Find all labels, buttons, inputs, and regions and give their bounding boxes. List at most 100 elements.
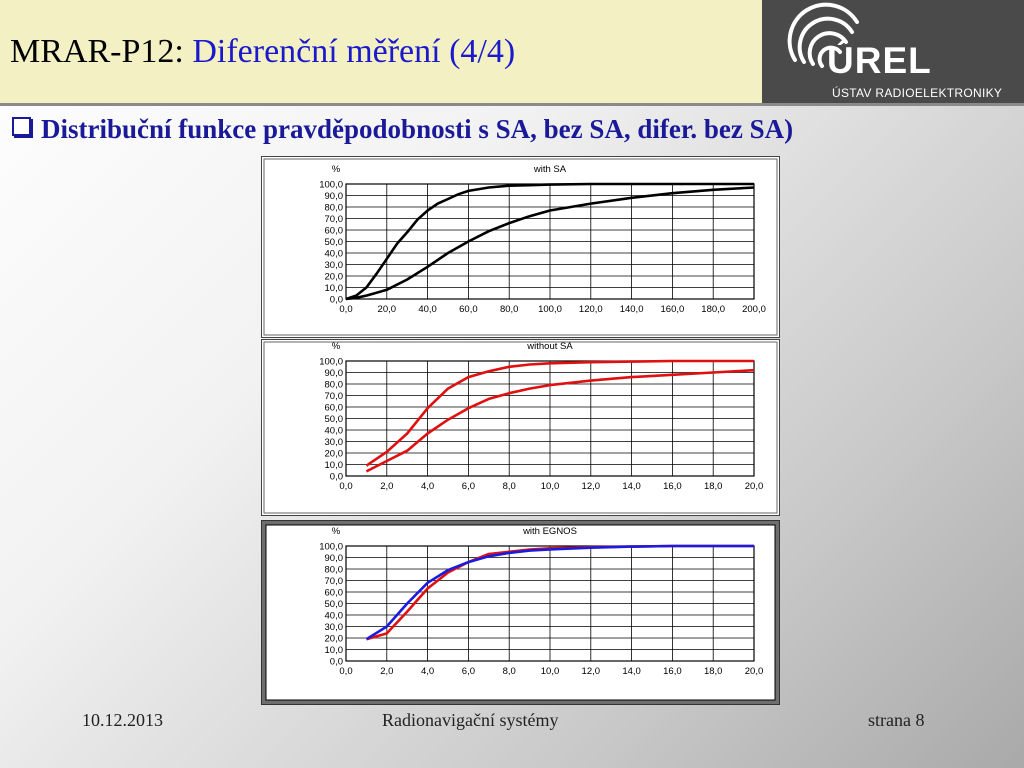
- logo-subtitle: ÚSTAV RADIOELEKTRONIKY: [832, 86, 1003, 100]
- y-tick-label: 0,0: [330, 295, 343, 306]
- chart-panel-3: 0,010,020,030,040,050,060,070,080,090,01…: [261, 520, 780, 705]
- y-tick-label: 90,0: [325, 368, 344, 379]
- x-tick-label: 8,0: [503, 666, 516, 677]
- x-tick-label: 12,0: [582, 481, 601, 492]
- bullet-point: Distribuční funkce pravděpodobnosti s SA…: [12, 114, 793, 145]
- x-tick-label: 6,0: [462, 481, 475, 492]
- plot-area: [345, 545, 755, 662]
- y-tick-label: 10,0: [325, 645, 344, 656]
- x-tick-label: 20,0: [745, 666, 764, 677]
- y-tick-label: 20,0: [325, 449, 344, 460]
- y-tick-label: 40,0: [325, 611, 344, 622]
- x-tick-label: 100,0: [538, 304, 562, 315]
- y-axis-label: %: [332, 526, 341, 537]
- y-axis-label: %: [332, 341, 341, 352]
- checkbox-bullet-icon: [12, 117, 31, 136]
- title-divider: [0, 103, 1024, 106]
- y-tick-label: 30,0: [325, 622, 344, 633]
- x-tick-label: 16,0: [663, 481, 682, 492]
- x-tick-label: 0,0: [339, 666, 352, 677]
- y-axis-label: %: [332, 164, 341, 175]
- x-tick-label: 40,0: [418, 304, 437, 315]
- x-tick-label: 0,0: [339, 481, 352, 492]
- title-bar: MRAR-P12: Diferenční měření (4/4): [0, 0, 762, 103]
- y-tick-label: 40,0: [325, 426, 344, 437]
- y-tick-label: 50,0: [325, 599, 344, 610]
- y-tick-label: 40,0: [325, 249, 344, 260]
- x-tick-label: 16,0: [663, 666, 682, 677]
- chart-frame: [261, 339, 780, 516]
- chart-panel-1: 0,010,020,030,040,050,060,070,080,090,01…: [261, 156, 780, 338]
- chart-title: with EGNOS: [522, 526, 577, 537]
- y-tick-label: 20,0: [325, 272, 344, 283]
- y-tick-label: 0,0: [330, 657, 343, 668]
- series-line-1: [365, 359, 754, 467]
- title-prefix: MRAR-P12:: [10, 33, 193, 70]
- chart-title: with SA: [533, 164, 567, 175]
- y-tick-label: 30,0: [325, 437, 344, 448]
- y-tick-label: 100,0: [319, 180, 343, 191]
- title-main: Diferenční měření (4/4): [192, 33, 516, 70]
- x-tick-label: 8,0: [503, 481, 516, 492]
- chart-background: [265, 524, 776, 701]
- series-line-2: [345, 186, 755, 301]
- series-line-2: [365, 368, 755, 473]
- x-tick-label: 80,0: [500, 304, 518, 315]
- y-tick-label: 10,0: [325, 460, 344, 471]
- y-tick-label: 90,0: [325, 191, 344, 202]
- x-tick-label: 2,0: [380, 481, 393, 492]
- y-tick-label: 70,0: [325, 391, 344, 402]
- chart-inner-border: [263, 341, 778, 514]
- x-tick-label: 4,0: [421, 481, 434, 492]
- series-line-1: [345, 182, 754, 301]
- x-tick-label: 10,0: [541, 481, 560, 492]
- y-tick-label: 50,0: [325, 414, 344, 425]
- x-tick-label: 140,0: [620, 304, 644, 315]
- radio-waves-icon: [787, 2, 859, 68]
- urel-logo: [762, 0, 1024, 103]
- x-tick-label: 200,0: [742, 304, 766, 315]
- x-tick-label: 2,0: [380, 666, 393, 677]
- y-tick-label: 90,0: [325, 553, 344, 564]
- x-tick-label: 10,0: [541, 666, 560, 677]
- y-tick-label: 80,0: [325, 380, 344, 391]
- x-tick-label: 18,0: [704, 481, 723, 492]
- x-tick-label: 0,0: [339, 304, 352, 315]
- footer-course: Radionavigační systémy: [382, 710, 559, 730]
- x-tick-label: 4,0: [421, 666, 434, 677]
- y-tick-label: 0,0: [330, 472, 343, 483]
- y-tick-label: 50,0: [325, 237, 344, 248]
- charts-svg: 0,010,020,030,040,050,060,070,080,090,01…: [261, 156, 780, 705]
- y-tick-label: 100,0: [319, 357, 343, 368]
- x-tick-label: 20,0: [745, 481, 764, 492]
- x-tick-label: 14,0: [622, 481, 641, 492]
- chart-panel-2: 0,010,020,030,040,050,060,070,080,090,01…: [261, 339, 780, 516]
- plot-area: [345, 360, 755, 477]
- y-tick-label: 10,0: [325, 283, 344, 294]
- y-tick-label: 60,0: [325, 588, 344, 599]
- x-tick-label: 18,0: [704, 666, 723, 677]
- y-tick-label: 60,0: [325, 226, 344, 237]
- x-tick-label: 6,0: [462, 666, 475, 677]
- x-tick-label: 160,0: [661, 304, 685, 315]
- y-tick-label: 70,0: [325, 576, 344, 587]
- x-tick-label: 20,0: [378, 304, 397, 315]
- chart-title: without SA: [526, 341, 573, 352]
- y-tick-label: 80,0: [325, 203, 344, 214]
- y-tick-label: 30,0: [325, 260, 344, 271]
- y-tick-label: 70,0: [325, 214, 344, 225]
- logo-name: ÚREL: [827, 40, 932, 81]
- charts-panel: 0,0 10,0 20,0 30,0 40,0 50,0 60,0 70,0 80,0 90,0 1…: [261, 156, 780, 705]
- y-tick-label: 60,0: [325, 403, 344, 414]
- bullet-text: Distribuční funkce pravděpodobnosti s SA…: [41, 114, 794, 144]
- y-tick-label: 80,0: [325, 565, 344, 576]
- footer-date: 10.12.2013: [82, 710, 163, 730]
- y-tick-label: 20,0: [325, 634, 344, 645]
- footer-page-number: strana 8: [868, 710, 925, 730]
- series-line-2: [365, 544, 754, 641]
- x-tick-label: 180,0: [701, 304, 725, 315]
- y-tick-label: 100,0: [319, 542, 343, 553]
- x-tick-label: 12,0: [582, 666, 601, 677]
- x-tick-label: 120,0: [579, 304, 603, 315]
- x-tick-label: 60,0: [459, 304, 478, 315]
